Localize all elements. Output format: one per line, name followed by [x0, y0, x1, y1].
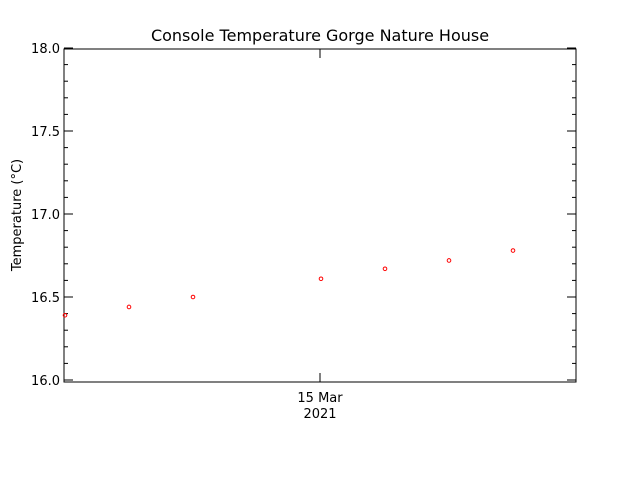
data-point	[190, 294, 196, 300]
y-tick-label: 18.0	[31, 42, 60, 57]
y-axis-label: Temperature (°C)	[10, 159, 25, 272]
data-points	[62, 248, 516, 318]
y-tick-label: 16.5	[31, 291, 60, 306]
data-point	[446, 258, 452, 263]
data-point	[62, 312, 68, 318]
data-point	[510, 248, 516, 253]
data-point	[382, 266, 388, 272]
y-tick-label: 17.5	[31, 125, 60, 140]
y-axis-ticks: 16.0 16.5 17.0 17.5 18.0	[31, 42, 576, 389]
x-tick-label-year: 2021	[303, 407, 336, 422]
y-tick-label: 17.0	[31, 208, 60, 223]
chart-title: Console Temperature Gorge Nature House	[151, 26, 489, 45]
data-point	[126, 304, 132, 310]
y-tick-label: 16.0	[31, 374, 60, 389]
plot-frame	[63, 48, 577, 383]
x-tick-label-date: 15 Mar	[297, 391, 343, 406]
data-point	[318, 276, 324, 282]
